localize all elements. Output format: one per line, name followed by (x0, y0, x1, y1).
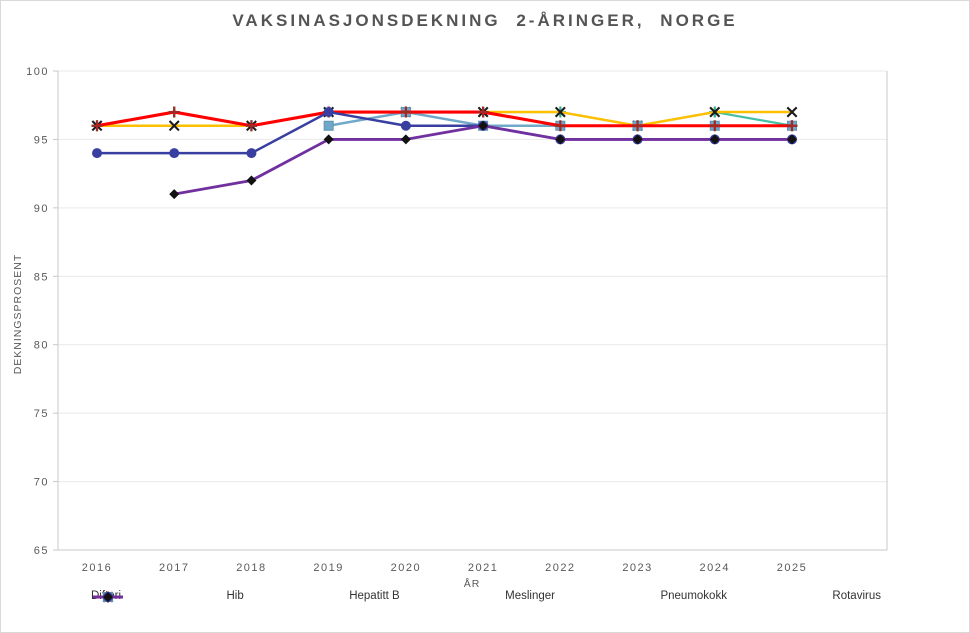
legend-label: Rotavirus (832, 590, 881, 602)
data-point-marker (554, 106, 566, 118)
data-point-marker (555, 134, 566, 145)
data-point-marker (786, 120, 798, 132)
data-point-marker (92, 148, 102, 159)
gridlines (58, 70, 887, 551)
y-axis-label: 65 (34, 545, 49, 557)
legend-label: Meslinger (505, 590, 556, 602)
data-point-marker (400, 134, 411, 145)
legend-label: Hib (226, 590, 244, 602)
x-axis-label: 2022 (545, 562, 575, 574)
y-axis-labels: 65 70 75 80 85 90 95 100 (26, 66, 49, 557)
data-point-marker (245, 120, 257, 132)
x-axis-label: 2018 (236, 562, 266, 574)
data-point-marker (478, 120, 489, 131)
data-point-marker (787, 134, 797, 145)
data-point-marker (323, 134, 334, 145)
series-group (91, 106, 798, 200)
data-point-marker (400, 106, 412, 118)
legend-item-meslinger: Meslinger (93, 590, 556, 603)
data-point-marker (91, 120, 103, 132)
x-axis-label: 2016 (82, 562, 112, 574)
y-axis-label: 75 (34, 408, 49, 420)
series-rotavirus (169, 120, 797, 200)
data-point-marker (632, 134, 643, 145)
legend-item-hib: Hib (93, 590, 244, 603)
y-axis-label: 80 (34, 340, 49, 352)
data-point-marker (168, 106, 180, 118)
y-axis-title: DEKNINGSPROSENT (12, 254, 24, 375)
x-axis-label: 2021 (468, 562, 498, 574)
y-axis-label: 100 (26, 66, 49, 78)
legend-item-hepatitt-b: Hepatitt B (93, 590, 400, 602)
x-axis-label: 2024 (700, 562, 730, 574)
x-axis-label: 2019 (313, 562, 343, 574)
legend-item-rotavirus: Rotavirus (93, 590, 881, 602)
series-line (172, 124, 794, 196)
legend-marker (103, 592, 113, 602)
legend-item-pneumokokk: Pneumokokk (93, 590, 727, 602)
y-axis-label: 85 (34, 271, 49, 283)
x-axis-label: 2023 (622, 562, 652, 574)
data-point-marker (323, 120, 334, 131)
y-axis-label: 90 (34, 203, 49, 215)
data-point-marker (709, 106, 721, 118)
data-point-marker (246, 148, 257, 159)
series-line (95, 110, 794, 128)
data-point-marker (246, 175, 257, 186)
data-point-marker (709, 120, 721, 132)
data-point-marker (709, 134, 720, 145)
legend-swatch-rotavirus (93, 592, 123, 602)
data-point-marker (169, 148, 180, 159)
data-point-marker (554, 120, 566, 132)
data-point-marker (400, 120, 411, 131)
legend-label: Hepatitt B (349, 590, 400, 602)
x-axis-labels: 2016 2017 2018 2019 2020 2021 2022 2023 2024 2025 (82, 562, 807, 574)
data-point-marker (169, 189, 180, 200)
y-axis-label: 95 (34, 134, 49, 146)
data-point-marker (477, 106, 489, 118)
chart-title: VAKSINASJONSDEKNING 2-ÅRINGER, NORGE (232, 11, 738, 30)
x-axis-title: ÅR (464, 577, 481, 590)
x-axis-label: 2020 (391, 562, 421, 574)
legend: DifteriHibHepatitt BMeslingerPneumokokkR… (91, 590, 881, 603)
axes (53, 70, 888, 551)
legend-label: Pneumokokk (660, 590, 727, 602)
series-meslinger (91, 106, 798, 132)
data-point-marker (168, 120, 180, 132)
x-axis-label: 2025 (777, 562, 807, 574)
x-axis-label: 2017 (159, 562, 189, 574)
data-point-marker (632, 120, 644, 132)
data-point-marker (323, 107, 334, 118)
data-point-marker (786, 106, 798, 118)
y-axis-label: 70 (34, 477, 49, 489)
